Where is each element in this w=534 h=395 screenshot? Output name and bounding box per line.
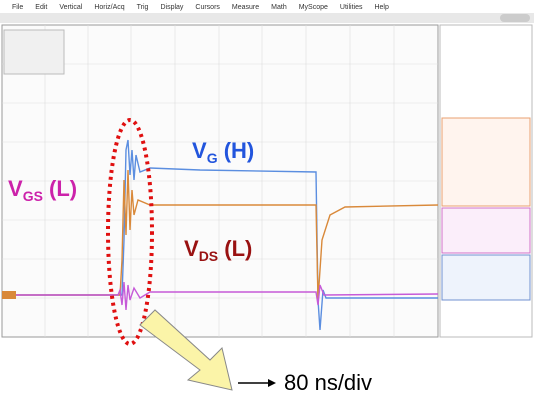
toolbar <box>0 13 534 23</box>
label-suffix: (H) <box>218 138 255 163</box>
menu-item[interactable]: Vertical <box>59 4 82 11</box>
menu-item[interactable]: MyScope <box>299 4 328 11</box>
label-sub: G <box>207 150 218 166</box>
screenshot: File Edit Vertical Horiz/Acq Trig Display Curs… <box>0 0 534 395</box>
menu-item[interactable]: Cursors <box>195 4 220 11</box>
label-main: V <box>8 176 23 201</box>
label-sub: DS <box>199 248 218 264</box>
menu-item[interactable]: Trig <box>137 4 149 11</box>
measurement-panel <box>442 208 530 253</box>
vgs-label: VGS (L) <box>8 176 77 204</box>
info-box <box>4 30 64 74</box>
vds-label: VDS (L) <box>184 236 252 264</box>
measurement-panel <box>442 255 530 300</box>
menu-item[interactable]: Horiz/Acq <box>94 4 124 11</box>
toolbar-button[interactable] <box>500 14 530 22</box>
menu-item[interactable]: Measure <box>232 4 259 11</box>
menu-item[interactable]: Help <box>374 4 389 11</box>
menu-item[interactable]: File <box>12 4 23 11</box>
label-sub: GS <box>23 188 43 204</box>
vg-label: VG (H) <box>192 138 254 166</box>
label-suffix: (L) <box>43 176 77 201</box>
label-suffix: (L) <box>218 236 252 261</box>
menu-item[interactable]: Display <box>160 4 183 11</box>
measurement-panel <box>442 118 530 206</box>
menu-item[interactable]: Edit <box>35 4 47 11</box>
channel-marker <box>2 291 16 299</box>
timebase-label: 80 ns/div <box>284 370 372 395</box>
menu-item[interactable]: Utilities <box>340 4 363 11</box>
label-main: V <box>184 236 199 261</box>
label-main: V <box>192 138 207 163</box>
menu-item[interactable]: Math <box>271 4 287 11</box>
